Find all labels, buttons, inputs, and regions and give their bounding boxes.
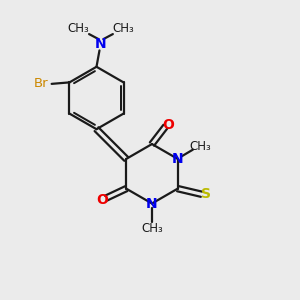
Text: O: O — [163, 118, 175, 132]
Text: N: N — [172, 152, 184, 166]
Text: N: N — [95, 38, 107, 52]
Text: S: S — [201, 187, 211, 201]
Text: N: N — [146, 196, 158, 211]
Text: CH₃: CH₃ — [112, 22, 134, 34]
Text: Br: Br — [34, 77, 49, 90]
Text: CH₃: CH₃ — [68, 22, 89, 34]
Text: CH₃: CH₃ — [141, 222, 163, 235]
Text: CH₃: CH₃ — [189, 140, 211, 153]
Text: O: O — [97, 193, 108, 207]
